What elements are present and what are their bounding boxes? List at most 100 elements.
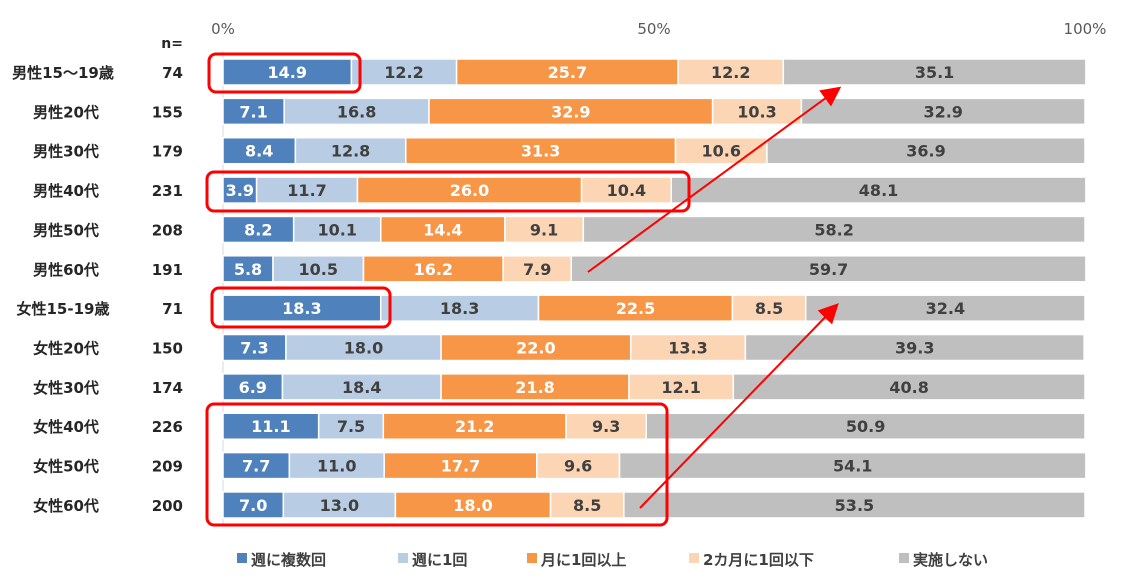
n-value: 155 [152, 103, 183, 121]
data-label: 8.4 [245, 142, 273, 161]
data-label: 22.5 [616, 299, 655, 318]
bar-segment [711, 97, 803, 126]
data-label: 22.0 [516, 339, 555, 358]
highlight-box [210, 286, 392, 329]
data-label: 12.2 [711, 63, 750, 82]
bar-segment [288, 451, 385, 480]
n-value: 200 [152, 497, 183, 515]
category-label: 男性50代 [33, 221, 99, 239]
data-label: 32.9 [551, 102, 590, 121]
data-label: 58.2 [814, 220, 853, 239]
highlight-box [207, 52, 362, 94]
legend-label: 週に1回 [412, 551, 467, 569]
data-label: 7.1 [239, 102, 267, 121]
bar-segment [222, 491, 285, 519]
data-label: 18.3 [282, 299, 321, 318]
data-label: 18.3 [440, 299, 479, 318]
bar-segment [356, 176, 583, 204]
bar-segment [379, 294, 540, 322]
data-label: 40.8 [889, 378, 928, 397]
bar-segment [565, 412, 647, 440]
data-label: 16.8 [337, 102, 376, 121]
n-value: 150 [152, 340, 183, 358]
data-label: 25.7 [548, 63, 587, 82]
bar-segment [766, 136, 1086, 165]
bar-segment [350, 58, 458, 86]
bar-segment [317, 412, 385, 440]
legend-swatch [899, 553, 909, 563]
data-label: 11.0 [317, 457, 356, 476]
data-label: 8.2 [244, 220, 272, 239]
bar-segment [582, 215, 1086, 244]
bar-segment [379, 215, 506, 244]
category-label: 女性40代 [33, 418, 99, 436]
data-label: 39.3 [895, 339, 934, 358]
n-header: n= [161, 36, 183, 52]
bar-segment [800, 97, 1086, 126]
bar-segment [674, 136, 768, 165]
bar-segment [731, 294, 807, 322]
data-label: 53.5 [835, 496, 874, 515]
data-label: 32.9 [923, 102, 962, 121]
bar-segment [255, 176, 359, 204]
data-label: 32.4 [926, 299, 965, 318]
data-label: 9.6 [564, 457, 592, 476]
data-label: 12.2 [384, 63, 423, 82]
data-label: 21.8 [515, 378, 554, 397]
data-label: 8.5 [755, 299, 783, 318]
x-tick-label: 0% [211, 20, 235, 38]
bar-segment [222, 451, 291, 480]
bar-segment [732, 373, 1086, 401]
n-value: 174 [152, 379, 183, 397]
data-label: 3.9 [226, 181, 254, 200]
data-label: 14.4 [423, 220, 462, 239]
data-label: 31.3 [521, 142, 560, 161]
data-label: 7.3 [240, 339, 268, 358]
data-label: 18.4 [342, 378, 381, 397]
n-value: 209 [152, 458, 183, 476]
data-label: 54.1 [833, 457, 872, 476]
bar-segment [804, 294, 1086, 322]
bar-segment [580, 176, 672, 204]
category-label: 男性30代 [33, 143, 99, 161]
category-label: 男性40代 [33, 182, 99, 200]
data-label: 7.0 [239, 496, 267, 515]
n-value: 191 [152, 261, 183, 279]
bar-segment [222, 136, 297, 165]
category-label: 女性15-19歳 [17, 300, 110, 318]
bar-segment [282, 491, 397, 519]
x-tick-label: 100% [1064, 20, 1107, 38]
legend-label: 月に1回以上 [540, 551, 626, 569]
legend-label: 週に複数回 [251, 551, 326, 569]
bar-segment [440, 333, 632, 362]
n-value: 179 [152, 143, 183, 161]
data-label: 13.0 [320, 496, 359, 515]
bar-segment [744, 333, 1085, 362]
legend-label: 2カ月に1回以下 [703, 551, 814, 569]
data-label: 10.6 [701, 142, 740, 161]
data-label: 9.3 [592, 417, 620, 436]
data-label: 59.7 [809, 260, 848, 279]
data-label: 7.7 [242, 457, 270, 476]
bar-segment [394, 491, 552, 519]
x-tick-label: 50% [637, 20, 670, 38]
legend-label: 実施しない [913, 551, 988, 569]
data-label: 21.2 [455, 417, 494, 436]
data-label: 5.8 [234, 260, 262, 279]
data-label: 26.0 [450, 181, 489, 200]
bar-segment [570, 255, 1087, 283]
data-label: 6.9 [239, 378, 267, 397]
data-label: 48.1 [859, 181, 898, 200]
bar-segment [222, 215, 295, 244]
n-value: 208 [152, 221, 183, 239]
legend-swatch [689, 553, 699, 563]
data-label: 10.1 [317, 220, 356, 239]
bar-segment [618, 451, 1087, 480]
bar-segment [383, 451, 538, 480]
bar-segment [670, 176, 1087, 204]
bar-segment [362, 255, 504, 283]
data-label: 18.0 [344, 339, 383, 358]
bar-segment [623, 491, 1086, 519]
